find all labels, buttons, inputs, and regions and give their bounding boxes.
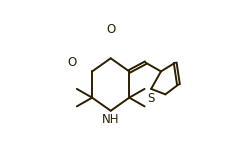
Text: O: O bbox=[106, 23, 115, 36]
Text: O: O bbox=[68, 56, 77, 69]
Text: S: S bbox=[148, 92, 155, 105]
Text: NH: NH bbox=[102, 113, 120, 126]
